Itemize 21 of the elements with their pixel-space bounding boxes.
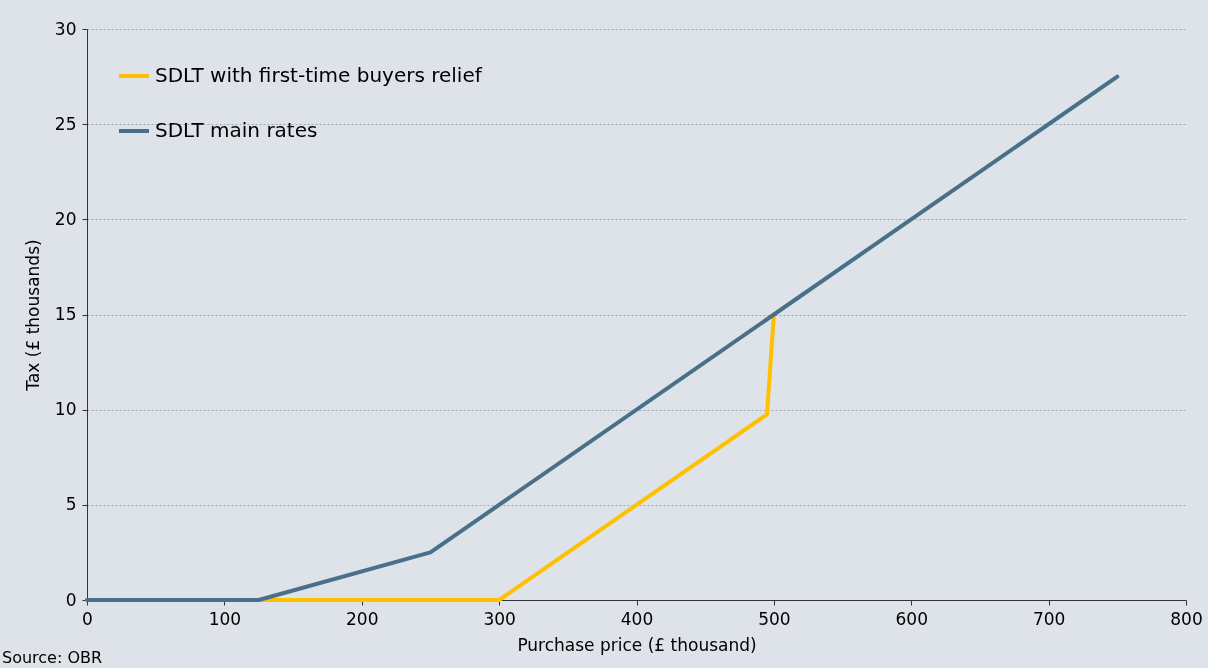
y-axis-title: Tax (£ thousands) (22, 239, 43, 392)
y-tick-label: 15 (54, 304, 77, 324)
y-tick-label: 25 (54, 113, 77, 134)
source-note: Source: OBR (2, 648, 103, 667)
legend-label: SDLT main rates (155, 118, 318, 142)
x-tick-label: 400 (620, 608, 654, 629)
x-tick-label: 500 (758, 608, 791, 629)
y-tick-label: 5 (65, 494, 77, 515)
x-axis-title: Purchase price (£ thousand) (517, 634, 757, 655)
x-tick-label: 200 (346, 608, 379, 629)
legend-label: SDLT with first-time buyers relief (155, 63, 483, 87)
y-tick-label: 20 (54, 208, 77, 229)
x-tick-label: 100 (208, 608, 242, 629)
y-tick-label: 10 (54, 399, 77, 420)
y-tick-label: 0 (65, 589, 77, 610)
x-tick-label: 300 (483, 608, 516, 629)
x-tick-label: 800 (1170, 608, 1203, 629)
x-tick-label: 600 (895, 608, 928, 629)
y-tick-label: 30 (54, 18, 77, 39)
x-tick-label: 700 (1032, 608, 1066, 629)
x-tick-label: 0 (82, 608, 93, 629)
